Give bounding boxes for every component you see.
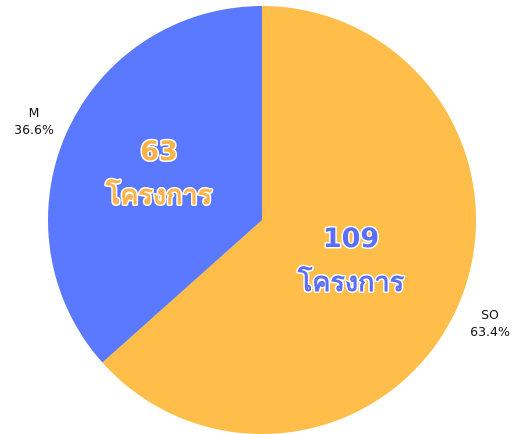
slice-percent-so: 63.4%	[470, 324, 510, 339]
slice-percent-m: 36.6%	[14, 122, 54, 137]
slice-count-text-m: โครงการ	[105, 178, 213, 211]
slice-count-text-so: โครงการ	[297, 265, 405, 298]
pie-slice-so	[102, 6, 476, 434]
slice-count-m: 63	[140, 136, 178, 167]
slice-label-m: M	[29, 105, 40, 120]
slice-count-so: 109	[323, 223, 379, 254]
pie-slice-m	[48, 6, 262, 363]
slice-label-so: SO	[481, 307, 499, 322]
